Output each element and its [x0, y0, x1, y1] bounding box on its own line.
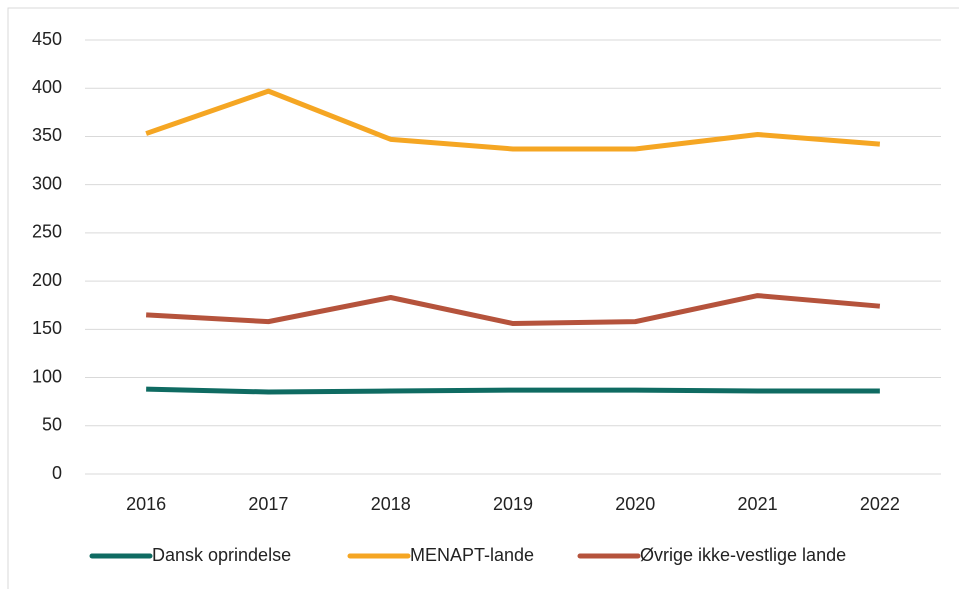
- y-tick-label: 50: [42, 415, 62, 435]
- x-tick-label: 2018: [371, 494, 411, 514]
- y-tick-label: 100: [32, 366, 62, 386]
- x-tick-label: 2021: [738, 494, 778, 514]
- legend-label: Dansk oprindelse: [152, 545, 291, 565]
- y-tick-label: 200: [32, 270, 62, 290]
- chart-frame: [7, 7, 959, 589]
- y-tick-label: 250: [32, 222, 62, 242]
- legend-label: MENAPT-lande: [410, 545, 534, 565]
- x-tick-label: 2016: [126, 494, 166, 514]
- y-tick-label: 300: [32, 173, 62, 193]
- x-tick-label: 2022: [860, 494, 900, 514]
- y-tick-label: 450: [32, 29, 62, 49]
- x-tick-label: 2020: [615, 494, 655, 514]
- series-line: [145, 88, 881, 152]
- series-line: [146, 293, 881, 327]
- x-tick-label: 2019: [493, 494, 533, 514]
- legend-label: Øvrige ikke-vestlige lande: [640, 545, 846, 565]
- y-tick-label: 350: [32, 125, 62, 145]
- y-tick-label: 0: [52, 463, 62, 483]
- y-tick-label: 400: [32, 77, 62, 97]
- x-tick-label: 2017: [248, 494, 288, 514]
- series-line: [146, 386, 880, 395]
- y-tick-label: 150: [32, 318, 62, 338]
